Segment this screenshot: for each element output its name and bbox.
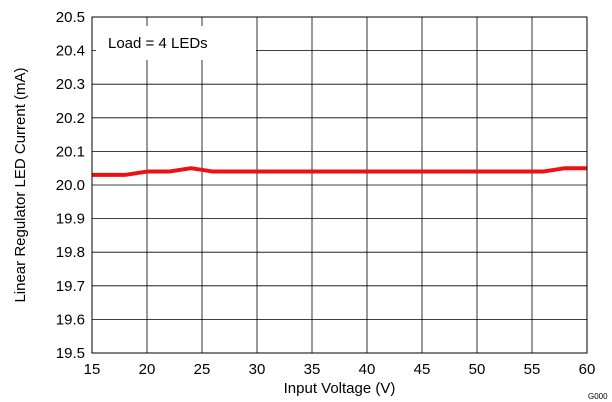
x-tick-label: 35 bbox=[304, 361, 321, 378]
legend-box bbox=[96, 26, 256, 60]
x-tick-label: 45 bbox=[414, 361, 431, 378]
y-tick-label: 20.4 bbox=[56, 43, 85, 60]
plot-frame bbox=[91, 16, 588, 354]
x-tick-label: 15 bbox=[84, 361, 101, 378]
series-line bbox=[92, 166, 587, 177]
y-tick-label: 20.0 bbox=[56, 177, 85, 194]
y-axis-title: Linear Regulator LED Current (mA) bbox=[12, 67, 29, 302]
y-tick-label: 19.9 bbox=[56, 211, 85, 228]
y-tick-labels: 19.5 19.6 19.7 19.8 19.9 20.0 20.1 20.2 20.3 20.4… bbox=[56, 9, 85, 362]
x-tick-label: 55 bbox=[524, 361, 541, 378]
x-tick-label: 60 bbox=[579, 361, 596, 378]
figure-id: G000 bbox=[588, 392, 608, 401]
y-tick-label: 19.6 bbox=[56, 311, 85, 328]
x-tick-label: 20 bbox=[139, 361, 156, 378]
y-tick-label: 20.3 bbox=[56, 76, 85, 93]
x-axis-title: Input Voltage (V) bbox=[284, 380, 396, 397]
x-tick-label: 25 bbox=[194, 361, 211, 378]
grid-lines bbox=[92, 17, 587, 353]
x-tick-label: 50 bbox=[469, 361, 486, 378]
y-tick-label: 19.5 bbox=[56, 345, 85, 362]
y-tick-label: 19.8 bbox=[56, 244, 85, 261]
x-tick-label: 40 bbox=[359, 361, 376, 378]
legend: Load = 4 LEDs bbox=[96, 26, 256, 60]
y-tick-label: 20.2 bbox=[56, 110, 85, 127]
x-tick-label: 30 bbox=[249, 361, 266, 378]
y-tick-label: 19.7 bbox=[56, 278, 85, 295]
series-layer bbox=[92, 166, 587, 177]
x-tick-labels: 15 20 25 30 35 40 45 50 55 60 bbox=[84, 361, 596, 378]
legend-annotation: Load = 4 LEDs bbox=[108, 35, 208, 52]
y-tick-label: 20.1 bbox=[56, 143, 85, 160]
y-tick-label: 20.5 bbox=[56, 9, 85, 26]
